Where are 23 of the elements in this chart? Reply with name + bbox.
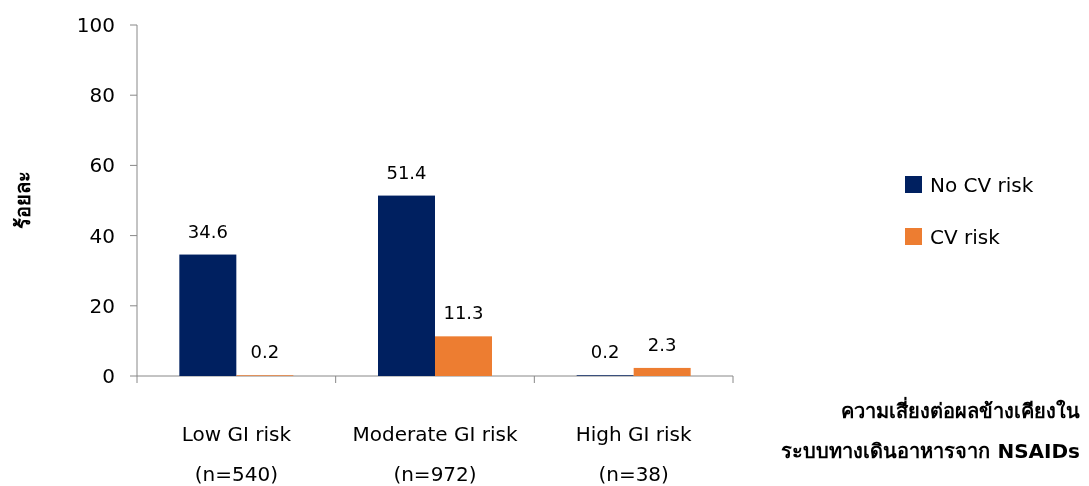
data-label: 0.2 (590, 341, 620, 363)
bar (179, 254, 237, 376)
bar (435, 336, 492, 376)
bar (633, 367, 691, 376)
legend-label: CV risk (930, 225, 1001, 249)
y-tick-label: 60 (89, 153, 115, 178)
y-tick-label: 20 (89, 293, 115, 318)
bar (378, 195, 435, 376)
data-label: 34.6 (187, 220, 228, 242)
y-tick-label: 40 (89, 223, 115, 248)
data-label: 0.2 (250, 341, 280, 363)
legend-label: No CV risk (930, 173, 1034, 197)
data-label: 51.4 (386, 161, 427, 183)
y-tick-label: 80 (89, 83, 115, 108)
y-tick-label: 0 (102, 364, 115, 388)
data-label: 11.3 (443, 302, 484, 324)
x-tick-label: High GI risk (n=38) (575, 422, 693, 486)
y-axis-title: ร้อยละ (11, 171, 35, 229)
data-label: 2.3 (647, 333, 677, 355)
x-tick-label: Low GI risk (n=540) (181, 422, 292, 486)
y-tick-label: 100 (76, 13, 115, 37)
x-tick-label: Moderate GI risk (n=972) (352, 422, 518, 486)
x-axis-title: ความเสี่ยงต่อผลข้างเคียงใน ระบบทางเดินอาหารจาก NSAIDs (781, 396, 1080, 463)
